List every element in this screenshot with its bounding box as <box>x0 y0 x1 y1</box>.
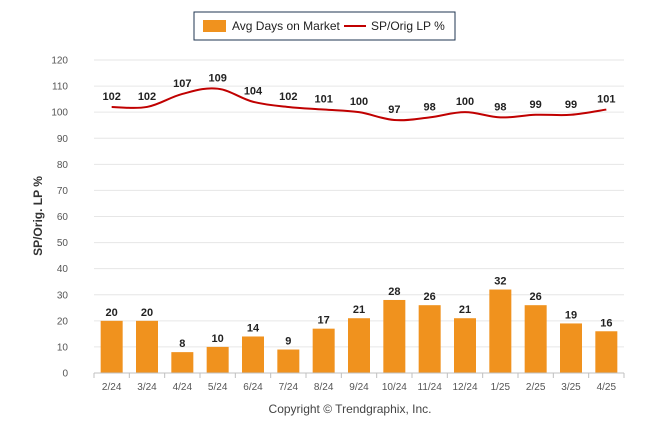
x-tick-label: 7/24 <box>279 382 299 393</box>
x-tick-label: 11/24 <box>418 382 443 393</box>
bar <box>242 336 264 373</box>
legend-label-avg-days-on-market: Avg Days on Market <box>232 19 340 33</box>
line-path <box>111 87 607 122</box>
x-tick-label: 12/24 <box>452 382 477 393</box>
bar-value-label: 20 <box>141 307 153 319</box>
bar <box>489 289 512 373</box>
x-tick-label: 5/24 <box>208 382 228 393</box>
grid-layer <box>94 59 624 348</box>
bar-value-label: 17 <box>318 315 330 327</box>
bar <box>560 323 582 373</box>
bar-value-label: 19 <box>565 309 577 321</box>
x-tick-label: 4/24 <box>173 382 193 393</box>
y-tick-label: 30 <box>57 290 69 301</box>
bar <box>312 328 335 373</box>
x-tick-label: 3/24 <box>137 382 157 393</box>
bar <box>418 305 441 373</box>
legend-label-sp-orig-lp: SP/Orig LP % <box>371 19 445 33</box>
x-tick-label: 9/24 <box>349 382 369 393</box>
line-value-label: 98 <box>494 101 506 113</box>
bar <box>206 346 229 373</box>
line-value-label: 102 <box>102 91 120 103</box>
bar-value-label: 32 <box>494 276 506 288</box>
x-tick-label: 8/24 <box>314 382 334 393</box>
bar <box>595 331 618 373</box>
line-value-label: 97 <box>388 104 400 116</box>
bar-value-label: 21 <box>353 304 365 316</box>
bar <box>136 320 158 373</box>
bar-value-label: 16 <box>600 317 612 329</box>
bar <box>383 299 406 373</box>
x-tick-label: 4/25 <box>597 382 617 393</box>
line-value-label: 107 <box>173 78 191 90</box>
line-value-label: 99 <box>530 99 542 111</box>
bar <box>524 305 547 373</box>
line-value-label: 101 <box>314 94 332 106</box>
y-tick-label: 110 <box>52 82 68 93</box>
bar-value-label: 20 <box>106 307 118 319</box>
y-tick-label: 40 <box>57 264 69 275</box>
bar-value-label: 10 <box>212 333 224 345</box>
line-value-label: 109 <box>208 73 226 85</box>
bar <box>171 352 194 373</box>
bar <box>100 320 123 373</box>
x-tick-label: 1/25 <box>491 382 511 393</box>
y-tick-label: 100 <box>51 108 68 119</box>
bar <box>454 318 476 373</box>
line-series-sp-orig-lp: 102 102 107 109 104 102 101 100 97 98 100 98 99 99 101 <box>102 73 616 122</box>
y-tick-label: 80 <box>57 160 69 171</box>
y-tick-label: 120 <box>51 56 68 67</box>
line-value-label: 101 <box>597 94 615 106</box>
bar-value-label: 9 <box>285 336 291 348</box>
y-tick-label: 10 <box>57 342 69 353</box>
y-tick-label: 20 <box>57 316 69 327</box>
y-tick-label: 50 <box>57 238 69 249</box>
bar-value-label: 8 <box>179 338 185 350</box>
line-value-label: 99 <box>565 99 577 111</box>
x-tick-label: 2/24 <box>102 382 122 393</box>
x-tick-label: 6/24 <box>243 382 263 393</box>
line-value-label: 104 <box>244 86 263 98</box>
legend-swatch-avg-days-on-market <box>203 20 226 32</box>
line-value-label: 100 <box>456 96 474 108</box>
x-axis-ticks: 2/24 3/24 4/24 5/24 6/24 7/24 8/24 9/24 10/24 11/… <box>93 373 625 393</box>
y-tick-label: 70 <box>57 186 69 197</box>
x-tick-label: 3/25 <box>561 382 581 393</box>
x-tick-label: 2/25 <box>526 382 546 393</box>
line-value-label: 102 <box>279 91 297 103</box>
x-tick-label: 10/24 <box>382 382 407 393</box>
bar <box>348 318 370 373</box>
bar-value-label: 21 <box>459 304 471 316</box>
y-axis-ticks: 0 10 20 30 40 50 60 70 80 90 100 110 120 <box>51 56 68 380</box>
legend: Avg Days on Market SP/Orig LP % <box>193 11 456 41</box>
legend-box <box>193 11 456 41</box>
bar <box>277 349 300 373</box>
bar-value-label: 26 <box>530 291 542 303</box>
y-axis-title: SP/Orig. LP % <box>31 176 45 256</box>
line-value-label: 102 <box>138 91 156 103</box>
y-tick-label: 60 <box>57 212 69 223</box>
line-value-label: 98 <box>424 101 436 113</box>
y-tick-label: 0 <box>62 369 68 380</box>
bar-value-label: 26 <box>424 291 436 303</box>
bar-value-label: 14 <box>247 322 260 334</box>
copyright-credit: Copyright © Trendgraphix, Inc. <box>269 402 432 416</box>
line-value-label: 100 <box>350 96 368 108</box>
y-tick-label: 90 <box>57 134 69 145</box>
bar-series-avg-days-on-market: 20 20 8 10 14 9 17 21 28 26 21 32 26 19 16 <box>100 276 618 373</box>
bar-value-label: 28 <box>388 286 400 298</box>
